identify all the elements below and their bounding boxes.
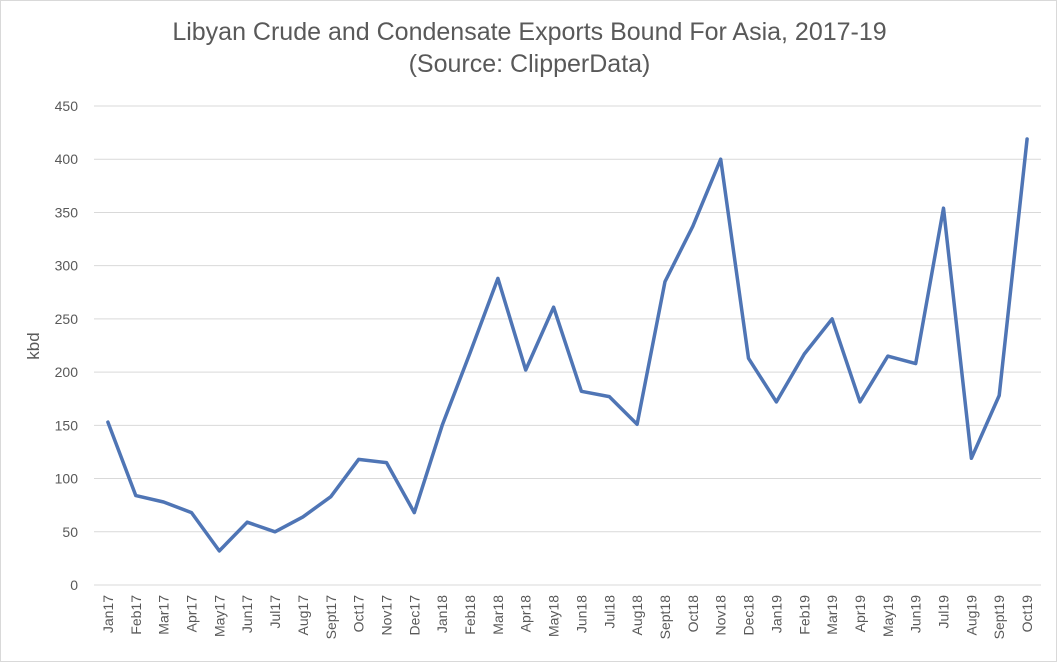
x-tick-label: Jun19 [908, 595, 924, 633]
x-tick-label: Oct19 [1019, 595, 1035, 633]
x-tick-label: Jun18 [573, 595, 589, 633]
x-axis-ticks: Jan17 Feb17 Mar17 Apr17 May17 Jun17 Jul17 Aug17… [100, 595, 1035, 640]
x-tick-label: Apr17 [183, 595, 199, 633]
x-tick-label: Mar17 [156, 595, 172, 635]
y-tick-label: 400 [55, 151, 79, 167]
x-tick-label: Jul17 [267, 595, 283, 629]
x-tick-label: Dec18 [741, 595, 757, 636]
x-tick-label: Aug18 [629, 595, 645, 636]
x-tick-label: Jan18 [434, 595, 450, 633]
x-tick-label: May17 [211, 595, 227, 637]
x-tick-label: Jul18 [601, 595, 617, 629]
x-tick-label: Nov17 [378, 595, 394, 636]
y-tick-label: 350 [55, 204, 79, 220]
x-tick-label: Aug17 [295, 595, 311, 636]
x-tick-label: Oct17 [351, 595, 367, 633]
y-tick-label: 0 [70, 577, 78, 593]
y-tick-label: 150 [55, 417, 79, 433]
x-tick-label: Jan17 [100, 595, 116, 633]
x-tick-label: Oct18 [685, 595, 701, 633]
y-tick-label: 250 [55, 311, 79, 327]
x-tick-label: Apr19 [852, 595, 868, 633]
x-tick-label: Jan19 [768, 595, 784, 633]
x-tick-label: Jun17 [239, 595, 255, 633]
x-tick-label: Nov18 [713, 595, 729, 636]
series-layer [106, 137, 1029, 553]
x-tick-label: Feb17 [128, 595, 144, 635]
x-tick-label: Sept19 [991, 595, 1007, 640]
x-tick-label: Mar18 [490, 595, 506, 635]
x-tick-label: Sept18 [657, 595, 673, 640]
x-tick-label: Dec17 [406, 595, 422, 636]
gridlines [94, 105, 1041, 586]
y-tick-label: 200 [55, 364, 79, 380]
y-tick-label: 100 [55, 471, 79, 487]
x-tick-label: May18 [546, 595, 562, 637]
x-tick-label: Feb19 [796, 595, 812, 635]
y-tick-label: 50 [62, 524, 78, 540]
x-tick-label: Apr18 [518, 595, 534, 633]
y-tick-label: 450 [55, 98, 79, 114]
x-tick-label: Mar19 [824, 595, 840, 635]
x-tick-label: Sept17 [323, 595, 339, 640]
x-tick-label: Jul19 [936, 595, 952, 629]
y-tick-label: 300 [55, 258, 79, 274]
y-axis-ticks: 0 50 100 150 200 250 300 350 400 450 [55, 98, 79, 593]
x-tick-label: Aug19 [963, 595, 979, 636]
chart-title: Libyan Crude and Condensate Exports Boun… [172, 18, 887, 46]
series-line [106, 137, 1029, 553]
x-tick-label: May19 [880, 595, 896, 637]
chart-subtitle: (Source: ClipperData) [408, 50, 651, 78]
y-axis-label: kbd [24, 332, 43, 359]
x-tick-label: Feb18 [462, 595, 478, 635]
